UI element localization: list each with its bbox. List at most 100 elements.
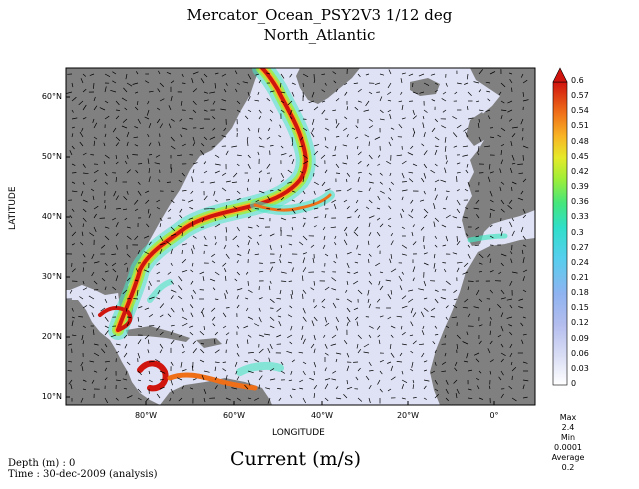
current-vector bbox=[445, 214, 451, 219]
current-vector bbox=[115, 222, 119, 228]
current-vector bbox=[522, 276, 525, 282]
current-vector bbox=[236, 288, 243, 291]
current-vector bbox=[137, 190, 142, 196]
current-vector bbox=[500, 109, 507, 111]
current-vector bbox=[170, 330, 174, 336]
current-vector bbox=[475, 289, 480, 296]
current-vector bbox=[423, 297, 428, 300]
current-vector bbox=[236, 109, 241, 113]
current-vector bbox=[70, 383, 73, 390]
current-vector bbox=[299, 379, 304, 383]
current-vector bbox=[104, 172, 108, 177]
current-vector bbox=[115, 109, 120, 111]
current-vector bbox=[401, 172, 405, 179]
current-vector bbox=[511, 187, 513, 192]
current-vector bbox=[324, 378, 331, 381]
current-vector bbox=[258, 334, 264, 337]
current-vector bbox=[398, 275, 403, 282]
current-vector bbox=[412, 340, 417, 345]
current-vector bbox=[353, 271, 359, 275]
current-vector bbox=[478, 136, 482, 142]
current-vector bbox=[302, 235, 308, 241]
current-vector bbox=[412, 131, 416, 138]
colorbar-tick-label: 0.33 bbox=[571, 212, 589, 222]
current-vector bbox=[256, 241, 260, 246]
current-vector bbox=[412, 241, 417, 246]
current-vector bbox=[277, 315, 282, 318]
current-vector bbox=[148, 360, 155, 363]
current-vector bbox=[521, 339, 524, 345]
current-vector bbox=[518, 306, 524, 309]
current-vector bbox=[82, 104, 87, 111]
current-vector bbox=[368, 118, 373, 122]
current-vector bbox=[236, 376, 240, 381]
current-vector bbox=[433, 253, 436, 259]
current-vector bbox=[190, 280, 194, 285]
current-vector bbox=[467, 388, 472, 391]
current-vector bbox=[522, 178, 527, 183]
current-vector bbox=[368, 222, 371, 228]
current-vector bbox=[441, 125, 447, 129]
current-vector bbox=[156, 271, 161, 275]
current-vector bbox=[500, 150, 502, 156]
current-vector bbox=[223, 244, 227, 250]
current-vector bbox=[213, 190, 216, 196]
current-vector bbox=[192, 88, 198, 93]
plot-frame bbox=[65, 67, 536, 406]
current-vector bbox=[278, 397, 282, 402]
current-vector bbox=[82, 88, 87, 93]
current-vector bbox=[390, 268, 397, 273]
current-vector bbox=[334, 235, 337, 240]
current-vector bbox=[335, 118, 338, 124]
current-vector bbox=[346, 134, 349, 138]
current-vector bbox=[354, 136, 359, 139]
current-vector bbox=[166, 71, 172, 75]
current-vector bbox=[313, 393, 316, 399]
current-vector bbox=[401, 104, 404, 111]
current-vector bbox=[456, 343, 459, 350]
current-vector bbox=[159, 386, 165, 390]
current-vector bbox=[312, 257, 315, 264]
current-vector bbox=[366, 163, 370, 167]
current-vector bbox=[66, 91, 73, 94]
current-vector bbox=[522, 257, 525, 264]
current-vector bbox=[126, 169, 131, 174]
current-vector bbox=[298, 109, 304, 112]
current-vector bbox=[144, 334, 150, 340]
current-vector bbox=[247, 240, 251, 246]
current-vector bbox=[68, 379, 73, 385]
current-vector bbox=[189, 331, 194, 336]
current-vector bbox=[368, 232, 372, 237]
current-vector bbox=[374, 136, 381, 140]
current-vector bbox=[125, 370, 128, 376]
current-vector bbox=[500, 312, 504, 318]
current-vector bbox=[511, 217, 515, 222]
current-vector bbox=[346, 352, 350, 358]
current-vector bbox=[346, 379, 348, 385]
current-vector bbox=[242, 81, 249, 84]
current-vector bbox=[302, 91, 304, 98]
current-vector bbox=[433, 221, 436, 228]
current-vector bbox=[291, 216, 296, 219]
current-vector bbox=[280, 109, 285, 113]
current-vector bbox=[445, 160, 448, 165]
current-vector bbox=[462, 154, 469, 157]
current-vector bbox=[467, 397, 473, 400]
current-vector bbox=[396, 315, 403, 318]
current-vector bbox=[445, 379, 449, 385]
current-vector bbox=[82, 163, 86, 168]
current-vector bbox=[287, 100, 293, 106]
current-vector bbox=[467, 369, 473, 372]
current-vector bbox=[288, 154, 293, 157]
current-vector bbox=[484, 145, 491, 148]
current-vector bbox=[224, 293, 227, 300]
current-vector bbox=[277, 388, 282, 390]
x-tick-label: 0° bbox=[489, 411, 499, 420]
current-vector bbox=[522, 208, 526, 214]
current-vector bbox=[301, 325, 304, 330]
current-vector bbox=[82, 287, 88, 291]
current-vector bbox=[408, 178, 414, 183]
current-vector bbox=[497, 134, 502, 138]
current-vector bbox=[199, 359, 205, 363]
colorbar-tick-label: 0.51 bbox=[571, 121, 589, 131]
